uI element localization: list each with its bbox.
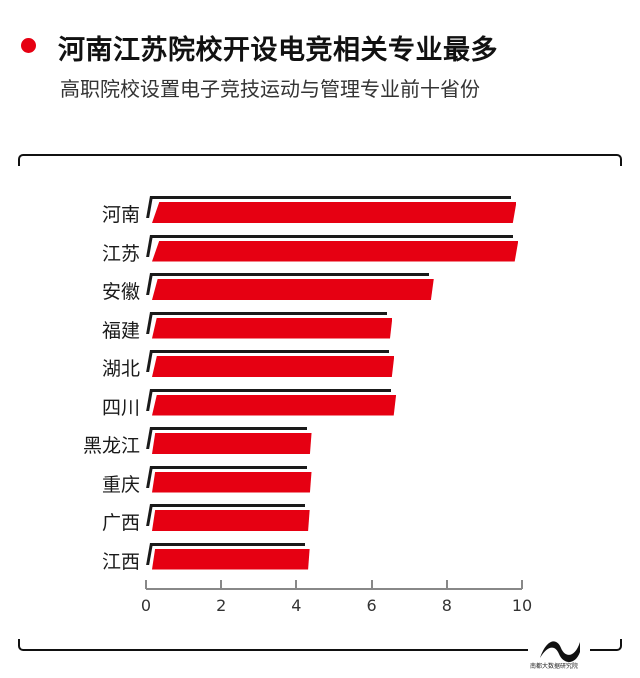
bar-fill [152, 202, 517, 223]
bar-shadow-edge [146, 196, 153, 218]
bar-shadow-edge [146, 311, 153, 334]
logo-text: 南都大数据研究院 [530, 663, 579, 670]
bar-shadow-edge [146, 465, 153, 488]
bar-shadow-line [151, 388, 392, 392]
x-tick [445, 580, 448, 589]
bar-fill [152, 433, 312, 454]
bar-fill [152, 394, 397, 416]
bar-row: 河南 [0, 196, 640, 232]
logo-wave-icon [540, 641, 580, 662]
x-tick-label: 4 [291, 596, 302, 615]
bar [146, 234, 519, 265]
x-tick-label: 2 [216, 596, 227, 615]
bar-shadow-line [151, 465, 307, 469]
category-label: 福建 [101, 319, 140, 342]
bar [146, 388, 397, 419]
x-tick-label: 0 [140, 596, 152, 615]
bar-shadow-line [151, 196, 512, 199]
bar-fill [152, 471, 312, 493]
x-tick [370, 580, 373, 589]
category-label: 重庆 [101, 473, 140, 496]
category-label: 江苏 [101, 242, 140, 265]
chart-subtitle: 高职院校设置电子竞技运动与管理专业前十省份 [60, 77, 480, 101]
bar-shadow-edge [146, 542, 153, 565]
bar-row: 黑龙江 [0, 427, 640, 463]
bar-shadow-line [151, 542, 305, 546]
x-tick-label: 10 [511, 596, 533, 615]
bar-fill [152, 240, 519, 262]
x-tick-label: 8 [441, 596, 452, 615]
bar [146, 504, 310, 534]
chart-title: 河南江苏院校开设电竞相关专业最多 [58, 35, 498, 66]
bar-shadow-line [151, 234, 514, 238]
bar-fill [152, 279, 434, 300]
bar-row: 安徽 [0, 273, 640, 309]
x-tick [521, 580, 523, 589]
bar [146, 196, 517, 226]
bar-shadow-line [151, 504, 305, 507]
bar-shadow-edge [146, 234, 153, 257]
category-label: 四川 [101, 396, 140, 419]
bar-fill [152, 356, 395, 377]
bar-shadow-line [151, 273, 429, 276]
frame-bottom-left-border [18, 639, 528, 651]
bar-shadow-edge [146, 273, 153, 295]
bar-row: 广西 [0, 504, 640, 540]
frame-top-border [18, 154, 622, 166]
bar-shadow-line [151, 350, 390, 353]
category-label: 湖北 [101, 358, 140, 380]
bar-shadow-edge [146, 388, 153, 411]
x-tick [145, 580, 147, 589]
bar [146, 273, 434, 303]
frame-bottom-right-border [590, 639, 622, 651]
bar-row: 湖北 [0, 350, 640, 386]
bar-row: 四川 [0, 388, 640, 425]
category-label: 黑龙江 [82, 435, 140, 457]
title-bullet-dot [21, 38, 36, 53]
bar [146, 542, 310, 573]
category-label: 江西 [101, 550, 140, 573]
bar-row: 江西 [0, 542, 640, 579]
bar-shadow-line [151, 311, 388, 315]
x-tick [295, 580, 298, 589]
bar [146, 427, 312, 457]
x-axis [146, 588, 522, 590]
bar-row: 重庆 [0, 465, 640, 502]
bar-fill [152, 548, 310, 570]
bar-shadow-line [151, 427, 307, 430]
category-label: 安徽 [101, 281, 140, 303]
bar-shadow-edge [146, 350, 153, 372]
x-tick [220, 580, 223, 589]
bar-fill [152, 317, 393, 339]
category-label: 广西 [101, 512, 140, 534]
bar [146, 311, 393, 342]
bar [146, 465, 312, 496]
bar-shadow-edge [146, 504, 153, 526]
category-label: 河南 [101, 204, 140, 226]
x-tick-label: 6 [366, 596, 377, 615]
bar-shadow-edge [146, 427, 153, 449]
bar-row: 福建 [0, 311, 640, 348]
bar-row: 江苏 [0, 234, 640, 271]
bar [146, 350, 395, 380]
bar-fill [152, 510, 310, 531]
